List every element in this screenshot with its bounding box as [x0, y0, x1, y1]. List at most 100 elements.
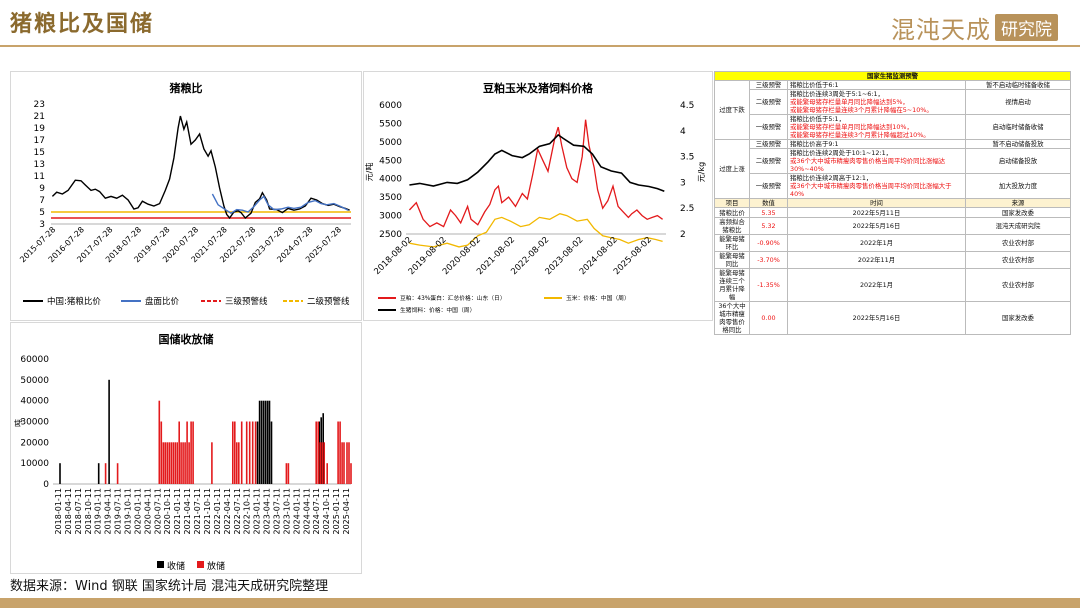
- data-source-cell: 国家发改委: [965, 301, 1071, 335]
- page-title: 猪粮比及国储: [10, 12, 155, 37]
- table-row: 过度下跌 三级预警 猪粮比价低于6:1 暂不启动临时储备收储: [714, 80, 1071, 140]
- bar: [285, 463, 288, 484]
- bar: [270, 421, 273, 484]
- y2-tick-label: 3.5: [680, 153, 694, 163]
- bar: [116, 463, 119, 484]
- y-tick-label: 13: [34, 160, 45, 170]
- bar: [341, 442, 343, 484]
- bar: [188, 442, 190, 484]
- x-tick-label: 2020-04-11: [143, 488, 152, 535]
- y-tick-label: 9: [39, 184, 45, 194]
- data-item-cell: 高频拟合猪粮比: [714, 217, 750, 235]
- legend-label: 二级预警线: [307, 296, 350, 307]
- y-tick-label: 15: [34, 148, 45, 158]
- y-tick-label: 23: [34, 100, 45, 110]
- bar: [262, 400, 265, 484]
- y-tick-label: 4500: [379, 156, 402, 166]
- bar: [315, 421, 317, 484]
- x-tick-label: 2024-04-11: [302, 488, 311, 535]
- x-tick-label: 2019-01-11: [94, 488, 103, 535]
- table-action-cell: 加大投放力度: [965, 173, 1071, 199]
- data-value-cell: -0.90%: [749, 234, 788, 252]
- table-group-cell: 过度上涨: [714, 139, 750, 199]
- legend-label: 豆粕：43%蛋白：汇总价格：山东（日）: [400, 294, 506, 302]
- bar: [245, 421, 248, 484]
- data-time-cell: 2022年5月11日: [787, 207, 966, 218]
- legend-label: 三级预警线: [225, 296, 268, 307]
- x-tick-label: 2018-04-11: [64, 488, 73, 535]
- data-item-cell: 猪粮比价: [714, 207, 750, 218]
- bar: [184, 442, 186, 484]
- table-row: 一级预警 猪粮比价连续2周高于12:1， 或36个大中城市精瘦肉零售价格当周平均价同…: [715, 173, 1071, 199]
- bar: [190, 421, 192, 484]
- bar: [240, 421, 243, 484]
- table-row: 过度上涨 三级预警 猪粮比价高于9:1 暂不启动储备投放: [714, 139, 1071, 199]
- x-tick-label: 2023-04-11: [263, 488, 272, 535]
- data-row: 能繁母猪连续三个月累计降幅 -1.35% 2022年1月 农业农村部: [714, 268, 1071, 302]
- bar: [238, 442, 240, 484]
- y-tick-label: 4000: [379, 175, 402, 185]
- data-value-cell: 5.35: [749, 207, 788, 218]
- series-line: [211, 193, 349, 215]
- data-time-cell: 2022年11月: [787, 251, 966, 269]
- legend-label: 中国:猪粮比价: [47, 296, 101, 307]
- bar: [174, 442, 176, 484]
- data-item-cell: 36个大中城市精瘦肉零售价格同比: [714, 301, 750, 335]
- bar: [337, 421, 339, 484]
- bar: [59, 463, 61, 484]
- table-condition-cell: 猪粮比价低于5:1， 或能繁母猪存栏量单月同比降幅达到10%， 或能繁母猪存栏量连续…: [787, 114, 966, 140]
- x-tick-label: 2022-07-11: [233, 488, 242, 535]
- data-row: 能繁母猪环比 -0.90% 2022年1月 农业农村部: [714, 234, 1071, 252]
- y2-tick-label: 3: [680, 178, 686, 188]
- series-line: [409, 133, 665, 192]
- bar: [266, 400, 269, 484]
- x-tick-label: 2024-07-11: [312, 488, 321, 535]
- y-tick-label: 40000: [20, 397, 49, 407]
- y-tick-label: 30000: [20, 418, 49, 428]
- data-time-cell: 2022年5月16日: [787, 217, 966, 235]
- bar: [317, 421, 319, 484]
- y2-axis-label: 元/kg: [697, 162, 706, 182]
- x-tick-label: 2018-10-11: [84, 488, 93, 535]
- bar: [166, 442, 168, 484]
- bar: [258, 400, 261, 484]
- header-divider: [0, 45, 1080, 47]
- y-tick-label: 2500: [379, 230, 402, 240]
- condition-line: 或能繁母猪存栏量连续3个月累计降幅超过10%。: [790, 131, 930, 139]
- bar: [256, 421, 259, 484]
- condition-line: 或能繁母猪存栏量连续3个月累计降幅在5~10%。: [790, 106, 933, 114]
- table-row: 二级预警 猪粮比价连续3周处于5:1~6:1， 或能繁母猪存栏量单月同比降幅达到5%…: [715, 89, 1071, 115]
- warning-table: 国家生猪监测预警 过度下跌 三级预警 猪粮比价低于6:1 暂不启动临时储备收储 二级预警猪…: [714, 71, 1071, 335]
- bar: [232, 421, 234, 484]
- y-tick-label: 6000: [379, 101, 402, 111]
- y-tick-label: 0: [43, 480, 49, 490]
- logo-text: 混沌天成: [891, 16, 991, 44]
- condition-line: 猪粮比价高于9:1: [790, 140, 839, 148]
- y2-tick-label: 2: [680, 230, 686, 240]
- bar: [321, 442, 323, 484]
- bar: [164, 442, 166, 484]
- table-action-cell: 视情启动: [965, 89, 1071, 115]
- bar: [236, 442, 238, 484]
- x-tick-label: 2019-07-11: [114, 488, 123, 535]
- table-level-cell: 一级预警: [749, 114, 788, 140]
- bar: [168, 442, 170, 484]
- chart-panel-pig-grain: 猪粮比 3 5 7 9 11 13 15 17 19 21 23 2015-07-28 2016-07-2…: [10, 71, 362, 321]
- x-tick-label: 2020-07-11: [153, 488, 162, 535]
- bar: [318, 421, 320, 484]
- condition-line: 或36个大中城市精瘦肉零售价格当周平均价同比涨幅大于40%: [790, 182, 952, 198]
- pig-grain-chart: 猪粮比3579111315171921232015-07-282016-07-2…: [18, 81, 351, 307]
- legend-swatch: [197, 561, 204, 568]
- data-header-time: 时间: [787, 198, 966, 208]
- bar: [343, 442, 345, 484]
- x-tick-label: 2019-10-11: [124, 488, 133, 535]
- feed-price-chart: 豆粕玉米及猪饲料价格 2500 3000 3500 4000 4500 5000 5500 60…: [364, 81, 706, 314]
- x-tick-label: 2020-01-11: [133, 488, 142, 535]
- y-tick-label: 60000: [20, 355, 49, 365]
- bar: [326, 463, 328, 484]
- bar: [172, 442, 174, 484]
- data-row: 猪粮比价 5.35 2022年5月11日 国家发改委: [714, 207, 1071, 218]
- condition-line: 猪粮比价低于5:1，: [790, 115, 846, 124]
- bar: [350, 463, 352, 484]
- y-axis-label: 吨: [13, 419, 23, 427]
